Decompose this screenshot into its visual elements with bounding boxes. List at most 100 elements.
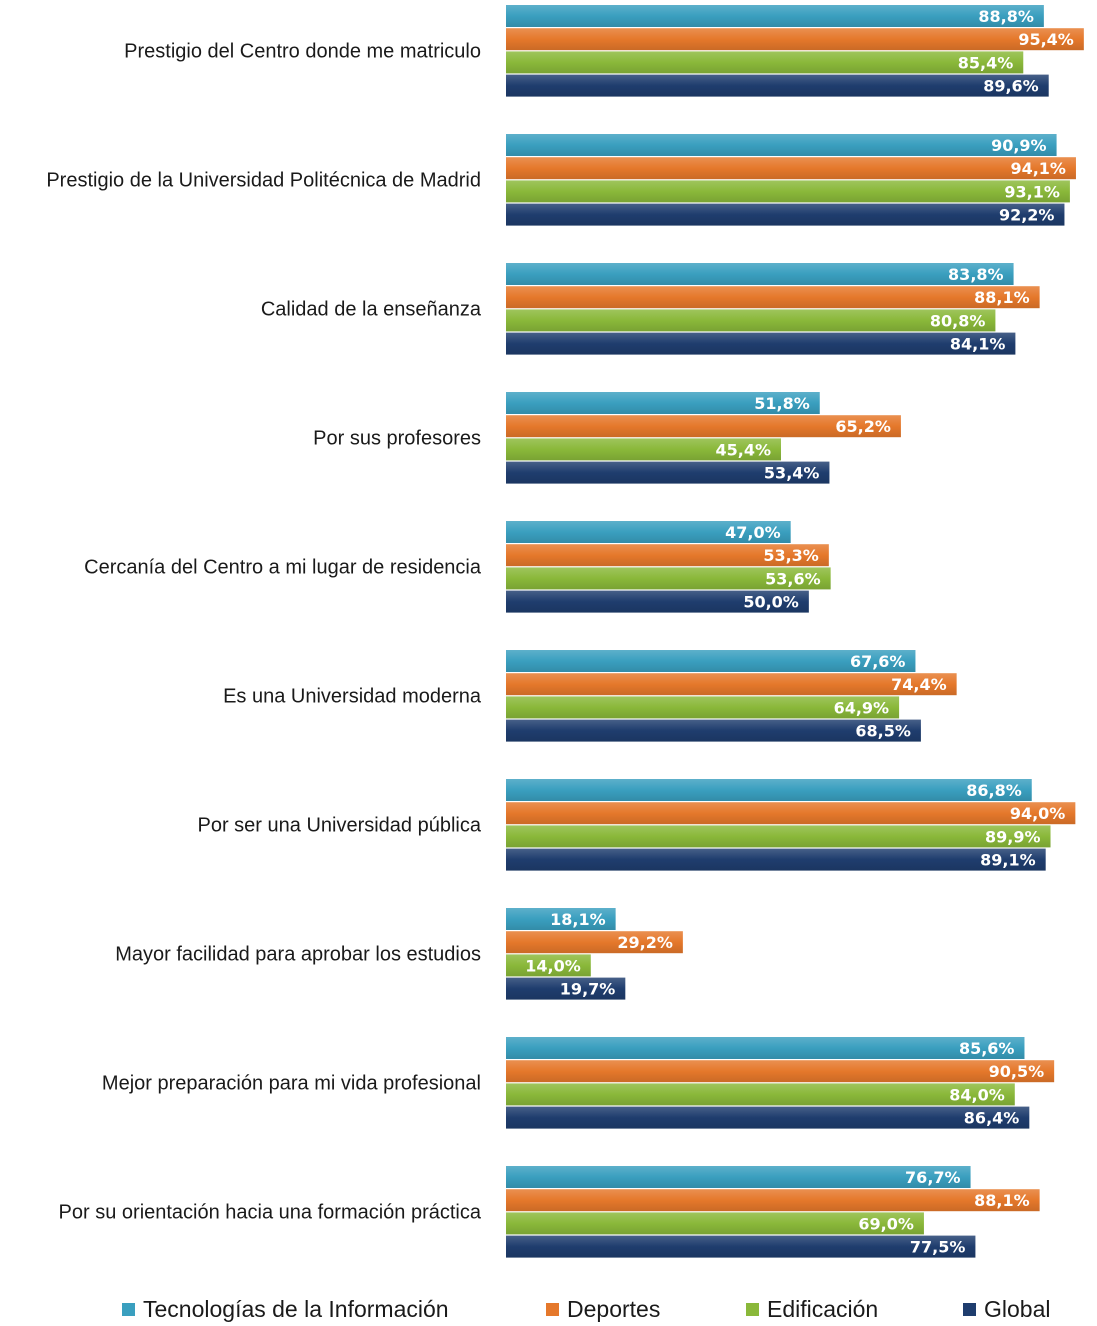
bar-deportes xyxy=(506,1060,1055,1083)
category-label: Por ser una Universidad pública xyxy=(198,814,482,836)
data-label: 90,9% xyxy=(991,136,1047,155)
data-label: 45,4% xyxy=(715,440,771,459)
data-label: 47,0% xyxy=(725,523,781,542)
bar-global xyxy=(506,74,1049,97)
bar-edificaci-n xyxy=(506,696,900,719)
legend-swatch xyxy=(963,1303,976,1316)
category-label: Prestigio de la Universidad Politécnica … xyxy=(46,169,481,191)
data-label: 94,0% xyxy=(1010,804,1066,823)
data-label: 86,4% xyxy=(964,1109,1020,1128)
data-label: 84,1% xyxy=(950,335,1006,354)
data-label: 53,3% xyxy=(763,546,819,565)
bar-tecnolog-as-de-la-informaci-n xyxy=(506,392,820,414)
bar-chart: Prestigio del Centro donde me matriculo 8… xyxy=(46,5,1084,1258)
data-label: 83,8% xyxy=(948,265,1004,284)
data-label: 67,6% xyxy=(850,652,906,671)
bar-global xyxy=(506,1235,976,1258)
data-label: 74,4% xyxy=(891,675,947,694)
data-label: 88,8% xyxy=(978,7,1034,26)
data-label: 80,8% xyxy=(930,311,986,330)
data-label: 18,1% xyxy=(550,910,606,929)
data-label: 90,5% xyxy=(989,1062,1045,1081)
bar-edificaci-n xyxy=(506,1083,1015,1106)
data-label: 92,2% xyxy=(999,206,1055,225)
bar-global xyxy=(506,719,921,742)
bar-edificaci-n xyxy=(506,825,1051,848)
category-label: Mejor preparación para mi vida profesion… xyxy=(102,1072,481,1094)
data-label: 86,8% xyxy=(966,781,1022,800)
category-label: Por su orientación hacia una formación p… xyxy=(59,1201,482,1223)
bar-global xyxy=(506,977,626,1000)
bar-tecnolog-as-de-la-informaci-n xyxy=(506,134,1057,156)
bar-tecnolog-as-de-la-informaci-n xyxy=(506,908,616,930)
bar-deportes xyxy=(506,28,1084,51)
data-label: 88,1% xyxy=(974,288,1030,307)
bar-tecnolog-as-de-la-informaci-n xyxy=(506,779,1032,801)
bar-edificaci-n xyxy=(506,567,831,590)
bar-deportes xyxy=(506,415,901,438)
bar-deportes xyxy=(506,286,1040,309)
bar-edificaci-n xyxy=(506,180,1070,203)
data-label: 89,6% xyxy=(983,77,1039,96)
bar-global xyxy=(506,590,809,613)
bar-deportes xyxy=(506,1189,1040,1212)
bar-deportes xyxy=(506,544,829,567)
bar-deportes xyxy=(506,673,957,696)
data-label: 19,7% xyxy=(560,980,616,999)
bar-global xyxy=(506,332,1016,355)
legend-label: Edificación xyxy=(767,1296,879,1322)
legend-label: Tecnologías de la Información xyxy=(143,1296,449,1322)
legend-label: Deportes xyxy=(567,1296,661,1322)
data-label: 93,1% xyxy=(1004,182,1060,201)
data-label: 89,1% xyxy=(980,851,1036,870)
bar-tecnolog-as-de-la-informaci-n xyxy=(506,650,916,672)
chart-legend: Tecnologías de la Información Deportes E… xyxy=(0,1296,1097,1326)
data-label: 65,2% xyxy=(835,417,891,436)
data-label: 51,8% xyxy=(754,394,810,413)
bar-tecnolog-as-de-la-informaci-n xyxy=(506,263,1014,285)
bar-edificaci-n xyxy=(506,309,996,332)
legend-item-series-1: Deportes xyxy=(546,1296,660,1323)
category-label: Es una Universidad moderna xyxy=(223,685,482,707)
bar-tecnolog-as-de-la-informaci-n xyxy=(506,5,1044,27)
legend-item-series-2: Edificación xyxy=(746,1296,878,1323)
data-label: 69,0% xyxy=(858,1214,914,1233)
bar-global xyxy=(506,203,1065,226)
bar-tecnolog-as-de-la-informaci-n xyxy=(506,521,791,543)
data-label: 14,0% xyxy=(525,956,581,975)
category-label: Cercanía del Centro a mi lugar de reside… xyxy=(84,556,482,578)
data-label: 53,4% xyxy=(764,464,820,483)
data-label: 84,0% xyxy=(949,1085,1005,1104)
legend-item-series-3: Global xyxy=(963,1296,1050,1323)
bar-deportes xyxy=(506,157,1076,180)
legend-swatch xyxy=(122,1303,135,1316)
data-label: 77,5% xyxy=(910,1238,966,1257)
data-label: 95,4% xyxy=(1018,30,1074,49)
data-label: 76,7% xyxy=(905,1168,961,1187)
legend-label: Global xyxy=(984,1296,1051,1322)
data-label: 64,9% xyxy=(834,698,890,717)
category-label: Calidad de la enseñanza xyxy=(261,298,482,320)
category-label: Mayor facilidad para aprobar los estudio… xyxy=(115,943,481,965)
data-label: 68,5% xyxy=(855,722,911,741)
bar-edificaci-n xyxy=(506,954,591,977)
data-label: 29,2% xyxy=(617,933,673,952)
legend-swatch xyxy=(546,1303,559,1316)
bar-deportes xyxy=(506,802,1076,825)
data-label: 88,1% xyxy=(974,1191,1030,1210)
bar-global xyxy=(506,1106,1030,1129)
data-label: 85,6% xyxy=(959,1039,1015,1058)
bar-edificaci-n xyxy=(506,438,781,461)
bar-tecnolog-as-de-la-informaci-n xyxy=(506,1037,1025,1059)
category-label: Prestigio del Centro donde me matriculo xyxy=(124,40,481,62)
bar-tecnolog-as-de-la-informaci-n xyxy=(506,1166,971,1188)
bar-edificaci-n xyxy=(506,1212,924,1235)
bar-global xyxy=(506,461,830,484)
data-label: 85,4% xyxy=(958,53,1014,72)
legend-item-series-0: Tecnologías de la Información xyxy=(122,1296,449,1323)
legend-swatch xyxy=(746,1303,759,1316)
bar-edificaci-n xyxy=(506,51,1024,74)
data-label: 53,6% xyxy=(765,569,821,588)
data-label: 50,0% xyxy=(743,593,799,612)
bar-deportes xyxy=(506,931,683,954)
